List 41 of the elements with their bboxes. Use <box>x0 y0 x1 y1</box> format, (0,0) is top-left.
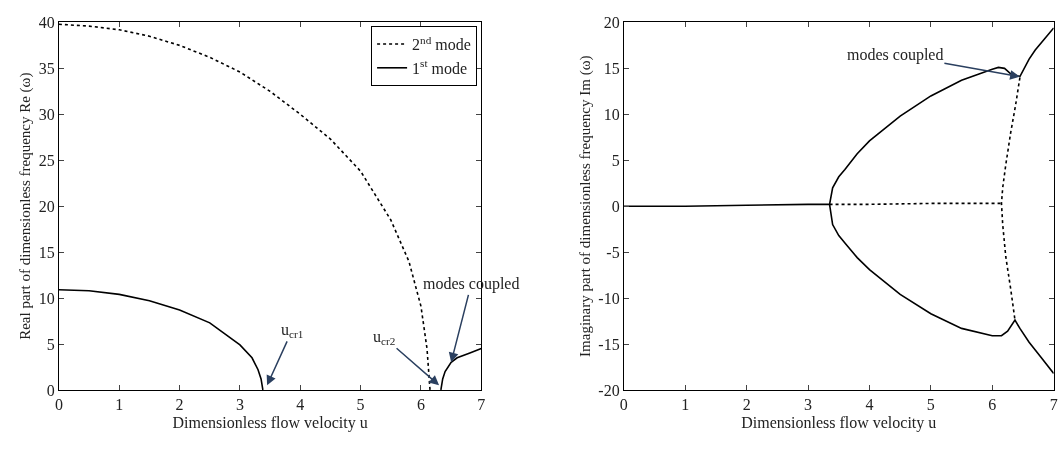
x-tick-label: 3 <box>235 396 244 414</box>
x-tick-label: 5 <box>356 396 365 414</box>
y-tick-label: 0 <box>611 197 620 215</box>
y-tick-label: 20 <box>603 14 620 32</box>
y-axis-title: Imaginary part of dimensionless frequency Im (ω) <box>576 55 594 357</box>
y-tick-label: 40 <box>38 14 55 32</box>
y-tick-label: 25 <box>38 151 55 169</box>
y-tick-label: 35 <box>38 59 55 77</box>
y-axis-title: Real part of dimensionless frequency Re (ω) <box>16 72 34 340</box>
legend-label: 2$^{nd}$ mode <box>412 33 471 54</box>
x-tick-label: 6 <box>416 396 425 414</box>
x-tick-label: 4 <box>865 396 874 414</box>
annotation: u$_{cr2}$ <box>373 328 396 348</box>
x-axis-title: Dimensionless flow velocity u <box>172 413 368 432</box>
x-tick-label: 1 <box>681 396 690 414</box>
y-tick-label: -20 <box>598 381 620 399</box>
y-tick-label: 15 <box>603 59 620 77</box>
x-tick-label: 5 <box>926 396 935 414</box>
y-tick-label: -5 <box>606 243 620 261</box>
y-tick-label: 10 <box>38 289 55 307</box>
annotation: modes coupled <box>847 46 944 64</box>
x-tick-label: 7 <box>477 396 486 414</box>
y-tick-label: 30 <box>38 105 55 123</box>
y-tick-label: 5 <box>611 151 620 169</box>
y-tick-label: -15 <box>598 335 620 353</box>
annotation: u$_{cr1}$ <box>281 321 304 341</box>
x-tick-label: 3 <box>804 396 813 414</box>
y-tick-label: 0 <box>46 381 55 399</box>
y-tick-label: 20 <box>38 197 55 215</box>
x-tick-label: 2 <box>175 396 184 414</box>
y-tick-label: 15 <box>38 243 55 261</box>
x-tick-label: 4 <box>296 396 305 414</box>
y-tick-label: 10 <box>603 105 620 123</box>
legend-label: 1$^{st}$ mode <box>412 57 468 78</box>
x-axis-title: Dimensionless flow velocity u <box>741 413 937 432</box>
x-tick-label: 1 <box>115 396 124 414</box>
y-tick-label: -10 <box>598 289 620 307</box>
x-tick-label: 6 <box>988 396 997 414</box>
x-tick-label: 7 <box>1049 396 1058 414</box>
x-tick-label: 2 <box>742 396 751 414</box>
y-tick-label: 5 <box>46 335 55 353</box>
